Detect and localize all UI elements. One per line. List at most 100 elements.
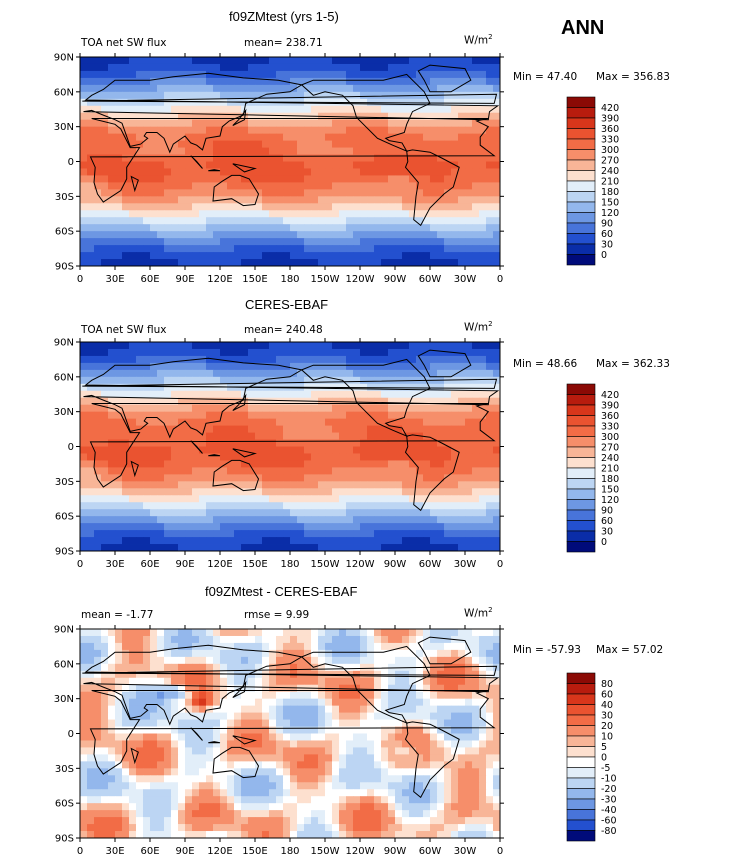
field-cell [388, 705, 396, 713]
field-cell [283, 474, 291, 482]
field-cell [185, 411, 193, 420]
field-cell [451, 530, 459, 538]
field-cell [353, 182, 361, 190]
field-cell [108, 411, 116, 420]
lat-tick-label: 60N [54, 372, 74, 383]
field-cell [479, 495, 487, 503]
field-cell [353, 432, 361, 440]
field-cell [353, 161, 361, 169]
field-cell [304, 467, 312, 475]
field-cell [122, 57, 130, 65]
field-cell [248, 196, 256, 204]
field-cell [136, 91, 144, 100]
field-cell [444, 446, 452, 454]
field-cell [178, 203, 186, 211]
field-cell [157, 140, 165, 148]
field-cell [346, 733, 354, 741]
field-cell [465, 502, 473, 510]
field-cell [465, 397, 473, 406]
field-cell [87, 740, 95, 748]
field-cell [367, 175, 375, 183]
field-cell [465, 460, 473, 468]
field-cell [409, 467, 417, 475]
field-cell [451, 147, 459, 155]
field-cell [339, 523, 347, 531]
field-cell [388, 629, 396, 637]
field-cell [353, 404, 361, 413]
field-cell [332, 245, 340, 253]
field-cell [493, 705, 500, 713]
field-cell [409, 112, 417, 121]
field-cell [332, 252, 340, 260]
field-cell [171, 369, 179, 378]
field-cell [311, 733, 319, 741]
field-cell [423, 502, 431, 510]
field-cell [465, 252, 473, 260]
field-cell [437, 411, 445, 420]
field-cell [157, 119, 165, 128]
field-cell [143, 362, 151, 371]
field-cell [444, 140, 452, 148]
field-cell [283, 467, 291, 475]
field-cell [262, 432, 270, 440]
field-cell [178, 747, 186, 755]
field-cell [276, 509, 284, 517]
field-cell [80, 362, 88, 371]
field-cell [94, 656, 102, 665]
field-cell [416, 502, 424, 510]
field-cell [458, 112, 466, 121]
field-cell [87, 432, 95, 440]
field-cell [192, 635, 200, 644]
field-cell [206, 747, 214, 755]
field-cell [472, 509, 480, 517]
field-cell [248, 126, 256, 135]
field-cell [430, 754, 438, 762]
field-cell [108, 460, 116, 468]
field-cell [304, 133, 312, 141]
field-cell [262, 502, 270, 510]
field-cell [472, 362, 480, 371]
field-cell [220, 404, 228, 413]
field-cell [185, 376, 193, 385]
field-cell [325, 649, 333, 658]
field-cell [479, 453, 487, 461]
field-cell [423, 342, 431, 350]
field-cell [115, 189, 123, 197]
lon-tick-label: 60W [419, 559, 442, 570]
field-cell [241, 530, 249, 538]
field-cell [185, 140, 193, 148]
field-cell [479, 432, 487, 440]
field-cell [360, 355, 368, 364]
field-cell [409, 355, 417, 364]
field-cell [248, 362, 256, 371]
field-cell [143, 376, 151, 385]
field-cell [248, 460, 256, 468]
field-cell [227, 761, 235, 769]
field-cell [80, 404, 88, 413]
field-cell [122, 404, 130, 413]
field-cell [199, 175, 207, 183]
field-cell [297, 224, 305, 232]
field-cell [136, 488, 144, 496]
field-cell [171, 397, 179, 406]
field-cell [458, 530, 466, 538]
field-cell [430, 474, 438, 482]
field-cell [150, 733, 158, 741]
field-cell [339, 502, 347, 510]
field-cell [381, 453, 389, 461]
field-cell [255, 411, 263, 420]
field-cell [311, 642, 319, 651]
field-cell [332, 182, 340, 190]
field-cell [346, 705, 354, 713]
field-cell [381, 196, 389, 204]
field-cell [290, 189, 298, 197]
field-cell [311, 70, 319, 79]
field-cell [486, 168, 494, 176]
field-cell [108, 425, 116, 433]
field-cell [136, 691, 144, 700]
field-cell [381, 684, 389, 693]
field-cell [325, 77, 333, 86]
field-cell [297, 537, 305, 545]
field-cell [395, 133, 403, 141]
field-cell [360, 754, 368, 762]
